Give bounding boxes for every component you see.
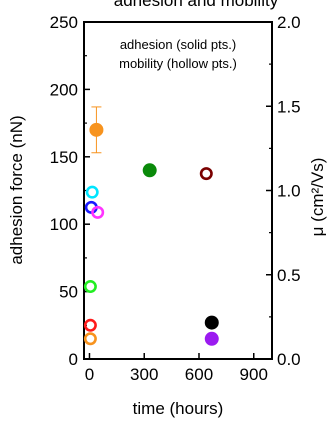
- mobility-point: [83, 332, 97, 346]
- legend-line-1: adhesion (solid pts.): [120, 37, 236, 52]
- adhesion-point: [204, 331, 219, 346]
- y2-tick-label: 2.0: [277, 13, 301, 32]
- y-axis-label: adhesion force (nN): [7, 115, 26, 264]
- x-tick-label: 600: [185, 365, 213, 384]
- y2-axis-ticks: 0.0 0.5 1.0 1.5 2.0: [266, 13, 301, 369]
- mobility-point: [83, 280, 97, 294]
- y-tick-label: 200: [50, 80, 78, 99]
- adhesion-point: [89, 122, 104, 137]
- y-axis-ticks: 0 50 100 150 200 250: [50, 13, 90, 369]
- legend: adhesion (solid pts.) mobility (hollow p…: [119, 37, 237, 71]
- y2-tick-label: 1.5: [277, 97, 301, 116]
- y-tick-label: 50: [59, 283, 78, 302]
- y-tick-label: 250: [50, 13, 78, 32]
- mobility-point: [83, 318, 97, 332]
- mobility-point: [199, 167, 213, 181]
- y-tick-label: 150: [50, 148, 78, 167]
- mobility-point: [85, 185, 99, 199]
- x-tick-label: 300: [130, 365, 158, 384]
- data-points: [83, 106, 219, 346]
- legend-line-2: mobility (hollow pts.): [119, 56, 237, 71]
- y2-tick-label: 0.5: [277, 266, 301, 285]
- plot-frame: [83, 21, 273, 360]
- adhesion-point: [142, 163, 157, 178]
- y2-tick-label: 0.0: [277, 350, 301, 369]
- x-axis-label: time (hours): [133, 399, 224, 418]
- y2-axis-label: μ (cm²/Vs): [308, 158, 327, 237]
- y2-tick-label: 1.0: [277, 182, 301, 201]
- mobility-point: [91, 205, 105, 219]
- adhesion-point: [204, 315, 219, 330]
- chart-title: adhesion and mobility: [114, 0, 279, 10]
- y-tick-label: 100: [50, 215, 78, 234]
- x-tick-label: 900: [240, 365, 268, 384]
- x-tick-label: 0: [85, 365, 94, 384]
- y-tick-label: 0: [69, 350, 78, 369]
- x-axis-ticks: 0 300 600 900: [85, 353, 268, 384]
